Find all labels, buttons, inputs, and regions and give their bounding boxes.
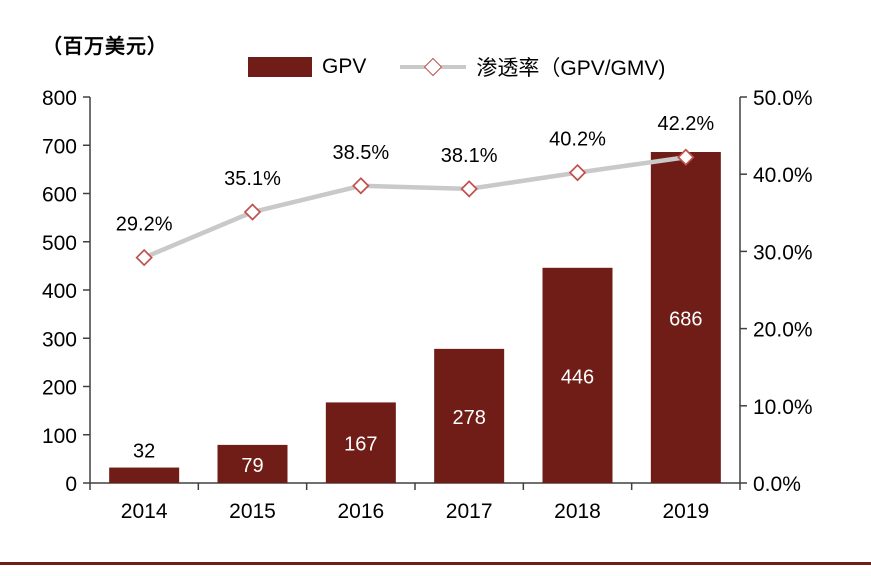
bar-value-label: 686 [669,309,702,331]
left-axis-tick-label: 500 [42,232,77,255]
legend-label-penetration: 渗透率（GPV/GMV) [476,57,666,80]
bar-series: 32 79 167 278 446 686 [109,152,721,483]
line-value-label: 42.2% [657,113,714,135]
line-value-label: 38.5% [332,142,389,164]
right-axis-tick-label: 20.0% [753,319,813,342]
legend-item-gpv: GPV [248,55,366,79]
bar [434,348,505,483]
diamond-marker-icon [677,148,695,166]
footer-divider [0,562,871,565]
x-axis-category-label: 2015 [229,500,276,523]
left-axis-tick-label: 600 [42,184,77,207]
left-axis-tick-label: 0 [65,473,77,496]
right-axis-tick-label: 50.0% [753,87,813,110]
axes: 0 100 200 300 400 500 600 700 800 0.0% 10.0% 20.0% 3… [42,87,813,523]
bar-value-label: 167 [344,434,377,456]
x-axis-category-label: 2016 [337,500,384,523]
x-axis-category-label: 2014 [121,500,168,523]
x-axis-category-label: 2018 [554,500,601,523]
line-value-label: 38.1% [441,145,498,167]
left-axis-tick-label: 700 [42,135,77,158]
diamond-marker-icon [352,177,370,195]
line-value-label: 29.2% [116,214,173,236]
bar-value-label: 278 [452,407,485,429]
x-axis-category-label: 2019 [662,500,709,523]
bar [217,444,288,483]
right-axis-tick-label: 40.0% [753,164,813,187]
diamond-marker-icon [135,248,153,267]
right-axis-tick-label: 10.0% [753,396,813,419]
legend: GPV 渗透率（GPV/GMV) [248,52,665,82]
left-axis-tick-label: 300 [42,328,77,351]
diamond-marker-icon [460,180,478,198]
bar-value-label: 32 [133,441,155,463]
bar [325,402,396,483]
line-value-label: 40.2% [549,129,606,151]
left-axis-tick-label: 800 [42,87,77,110]
bar-value-label: 79 [241,455,263,477]
bar [650,152,721,483]
left-axis-tick-label: 400 [42,280,77,303]
legend-item-penetration: 渗透率（GPV/GMV) [400,52,665,82]
line-series: 29.2% 35.1% 38.5% 38.1% 40.2% 42.2% [116,113,714,267]
right-axis-tick-label: 30.0% [753,241,813,264]
left-axis-tick-label: 100 [42,425,77,448]
axis-unit-label: （百万美元） [42,36,168,58]
diamond-marker-icon [243,203,262,221]
legend-label-gpv: GPV [322,55,367,78]
line-swatch-icon [400,57,467,77]
bar [109,467,180,483]
bar-swatch-icon [248,57,312,77]
line-value-label: 35.1% [224,168,281,190]
diamond-marker-icon [568,163,587,182]
right-axis-tick-label: 0.0% [753,473,801,496]
left-axis-tick-label: 200 [42,377,77,400]
bar [542,267,613,483]
bar-value-label: 446 [561,366,594,388]
x-axis-category-label: 2017 [446,500,493,523]
